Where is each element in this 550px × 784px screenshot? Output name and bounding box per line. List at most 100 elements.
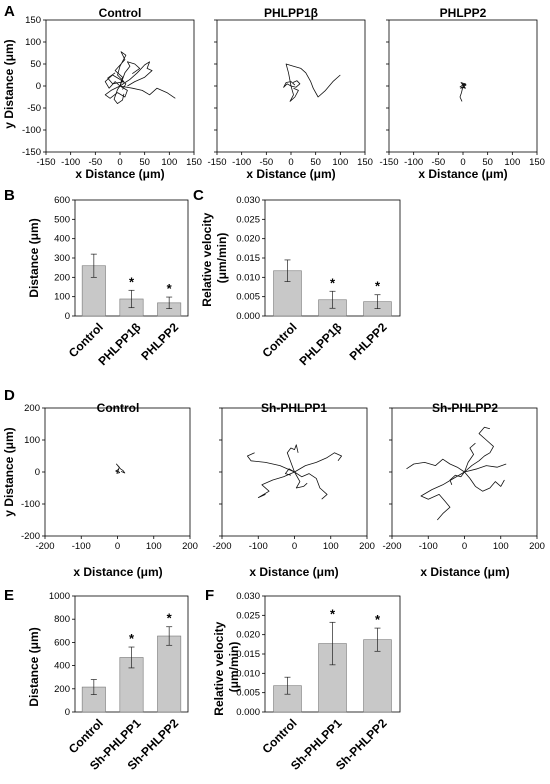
significance-star: *	[167, 281, 173, 296]
y-tick-label: 600	[54, 195, 70, 206]
panel-label-b: B	[4, 187, 15, 204]
category-label: Control	[259, 320, 299, 360]
cell-track	[107, 51, 127, 87]
x-tick-label: -100	[61, 157, 80, 168]
y-tick-label: 800	[54, 614, 70, 625]
panel-f-ylabel: Relative velocity (μm/min)	[212, 618, 241, 715]
y-tick-label: 0.005	[236, 688, 260, 699]
panel-d-xlabel-1: x Distance (μm)	[73, 565, 162, 579]
significance-star: *	[330, 275, 336, 290]
panel-b-ylabel: Distance (μm)	[27, 218, 41, 297]
y-tick-label: 0.000	[236, 707, 260, 718]
y-tick-label: 200	[54, 272, 70, 283]
panel-a-xlabel-1: x Distance (μm)	[75, 167, 164, 181]
cell-track	[116, 463, 126, 474]
y-tick-label: 0.010	[236, 668, 260, 679]
panel-label-f: F	[205, 587, 214, 604]
y-tick-label: 400	[54, 234, 70, 245]
x-tick-label: 0	[288, 157, 293, 168]
y-tick-label: 0.020	[236, 234, 260, 245]
x-tick-label: 150	[529, 157, 545, 168]
x-tick-label: -50	[88, 157, 102, 168]
y-tick-label: -200	[21, 531, 40, 542]
y-tick-label: 0.025	[236, 610, 260, 621]
y-tick-label: 600	[54, 637, 70, 648]
x-tick-label: 150	[186, 157, 202, 168]
cell-track	[464, 442, 476, 473]
x-tick-label: 0	[460, 157, 465, 168]
cell-track	[420, 471, 465, 521]
category-label: Control	[259, 716, 299, 756]
x-tick-label: 200	[182, 541, 198, 552]
x-tick-label: 100	[323, 541, 339, 552]
significance-star: *	[129, 631, 135, 646]
y-tick-label: 200	[54, 684, 70, 695]
x-tick-label: 100	[146, 541, 162, 552]
significance-star: *	[330, 606, 336, 621]
cell-track	[286, 444, 299, 473]
y-tick-label: -50	[27, 103, 41, 114]
x-tick-label: 200	[529, 541, 545, 552]
y-tick-label: 1000	[49, 591, 70, 602]
x-tick-label: -100	[419, 541, 438, 552]
y-tick-label: 0.030	[236, 195, 260, 206]
panel-c-ylabel-line-1: Relative velocity	[200, 212, 214, 306]
x-tick-label: 0	[115, 541, 120, 552]
y-tick-label: 150	[25, 15, 41, 26]
x-tick-label: -150	[379, 157, 398, 168]
category-label: PHLPP2	[138, 320, 181, 363]
panel-a-xlabel-2: x Distance (μm)	[246, 167, 335, 181]
cell-track	[119, 85, 176, 99]
panel-c-ylabel: Relative velocity (μm/min)	[200, 209, 229, 306]
y-tick-label: 0.030	[236, 591, 260, 602]
y-tick-label: 0.005	[236, 292, 260, 303]
category-label: PHLPP2	[347, 320, 390, 363]
cell-track	[289, 85, 299, 102]
y-tick-label: 300	[54, 253, 70, 264]
cell-track	[294, 471, 308, 489]
panel-a-title-control: Control	[99, 6, 142, 20]
panel-a-ylabel: y Distance (μm)	[2, 39, 16, 128]
bar	[157, 635, 182, 713]
panel-d-ylabel: y Distance (μm)	[2, 427, 16, 516]
significance-star: *	[167, 611, 173, 626]
panel-a-title-phlpp2: PHLPP2	[440, 6, 487, 20]
panel-d-xlabel-2: x Distance (μm)	[249, 565, 338, 579]
panel-label-e: E	[4, 587, 14, 604]
cell-track	[290, 80, 301, 88]
x-tick-label: 50	[310, 157, 321, 168]
cell-track	[285, 63, 341, 98]
cell-track	[257, 471, 295, 499]
y-tick-label: 0.025	[236, 214, 260, 225]
y-tick-label: 400	[54, 661, 70, 672]
y-tick-label: 50	[30, 59, 41, 70]
cell-track	[284, 468, 295, 476]
panel-d-xlabel-3: x Distance (μm)	[420, 565, 509, 579]
cell-track	[294, 452, 343, 473]
cell-track	[464, 471, 505, 492]
y-tick-label: -150	[22, 147, 41, 158]
chart-marks: -150 -100 -50 0 50 100 150 -150 -100 -50 0 50 100 150…	[21, 15, 545, 773]
panel-a-xlabel-3: x Distance (μm)	[418, 167, 507, 181]
x-tick-label: 50	[482, 157, 493, 168]
x-tick-label: -100	[249, 541, 268, 552]
y-tick-label: 0	[35, 467, 40, 478]
y-tick-label: 0	[36, 81, 41, 92]
y-tick-label: 100	[24, 435, 40, 446]
y-tick-label: 0	[65, 311, 70, 322]
panel-label-a: A	[4, 3, 15, 20]
cell-track	[459, 82, 467, 89]
x-tick-label: -200	[212, 541, 231, 552]
cell-track	[283, 81, 296, 88]
panel-label-c: C	[193, 187, 204, 204]
y-tick-label: 200	[24, 403, 40, 414]
cell-track	[464, 463, 507, 473]
x-tick-label: 0	[292, 541, 297, 552]
cell-track	[464, 426, 494, 473]
significance-star: *	[375, 612, 381, 627]
significance-star: *	[375, 279, 381, 294]
y-tick-label: 0.010	[236, 272, 260, 283]
x-tick-label: 100	[493, 541, 509, 552]
x-tick-label: -100	[72, 541, 91, 552]
